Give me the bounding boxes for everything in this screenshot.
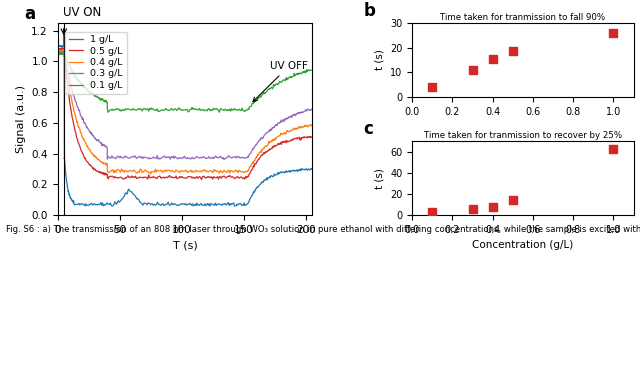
0.1 g/L: [272, 82, 280, 86]
0.4 g/L: [72, 114, 79, 119]
0.5 g/L: [59, 46, 67, 50]
0.3 g/L: [272, 122, 280, 127]
Line: 0.3 g/L: 0.3 g/L: [58, 51, 312, 160]
Point: [427, 209, 437, 215]
0.5 g/L: [54, 46, 61, 51]
1 g/L: [246, 197, 253, 202]
0.4 g/L: [147, 172, 154, 176]
1 g/L: [308, 166, 316, 171]
0.4 g/L: [238, 170, 246, 174]
X-axis label: Concentration (g/L): Concentration (g/L): [472, 240, 573, 250]
0.1 g/L: [60, 50, 68, 55]
0.3 g/L: [248, 148, 256, 152]
0.1 g/L: [308, 68, 316, 72]
0.1 g/L: [104, 110, 112, 114]
0.1 g/L: [261, 91, 269, 96]
1 g/L: [60, 26, 68, 30]
1 g/L: [153, 202, 161, 206]
0.5 g/L: [261, 151, 269, 156]
0.1 g/L: [72, 75, 79, 80]
Point: [467, 67, 477, 73]
1 g/L: [63, 180, 70, 185]
0.4 g/L: [272, 137, 280, 142]
0.5 g/L: [248, 167, 256, 172]
Legend: 1 g/L, 0.5 g/L, 0.4 g/L, 0.3 g/L, 0.1 g/L: 1 g/L, 0.5 g/L, 0.4 g/L, 0.3 g/L, 0.1 g/…: [65, 31, 127, 94]
Y-axis label: Signal (a.u.): Signal (a.u.): [16, 85, 26, 153]
1 g/L: [54, 45, 61, 50]
1 g/L: [57, 44, 65, 48]
0.1 g/L: [256, 94, 264, 99]
0.3 g/L: [60, 49, 68, 53]
0.4 g/L: [248, 161, 256, 166]
Text: UV OFF: UV OFF: [253, 61, 308, 102]
Text: c: c: [364, 120, 373, 138]
Line: 0.1 g/L: 0.1 g/L: [58, 52, 312, 112]
Point: [609, 146, 619, 152]
Point: [508, 197, 518, 204]
Line: 0.5 g/L: 0.5 g/L: [58, 48, 312, 180]
Point: [488, 56, 498, 62]
0.4 g/L: [60, 47, 68, 52]
Title: Time taken for tranmission to recover by 25%: Time taken for tranmission to recover by…: [424, 131, 622, 141]
Point: [427, 84, 437, 90]
0.3 g/L: [256, 138, 264, 142]
0.4 g/L: [308, 122, 316, 127]
0.1 g/L: [54, 51, 61, 55]
Text: b: b: [364, 2, 375, 20]
Line: 0.4 g/L: 0.4 g/L: [58, 50, 312, 174]
0.4 g/L: [54, 48, 61, 53]
1 g/L: [237, 203, 245, 208]
0.5 g/L: [72, 130, 79, 134]
X-axis label: T (s): T (s): [173, 240, 197, 250]
0.5 g/L: [256, 155, 264, 160]
Text: UV ON: UV ON: [63, 6, 101, 19]
0.5 g/L: [308, 135, 316, 140]
0.3 g/L: [238, 155, 246, 160]
Text: Fig. S6 : a) The transmission of an 808 nm laser through WO₃ solution in pure et: Fig. S6 : a) The transmission of an 808 …: [6, 225, 640, 233]
Y-axis label: t (s): t (s): [374, 168, 385, 189]
Line: 1 g/L: 1 g/L: [58, 28, 312, 206]
Point: [609, 30, 619, 36]
0.3 g/L: [72, 99, 79, 104]
0.1 g/L: [238, 106, 246, 111]
Title: Time taken for tranmission to fall 90%: Time taken for tranmission to fall 90%: [440, 13, 605, 22]
0.3 g/L: [308, 108, 316, 112]
0.3 g/L: [54, 50, 61, 55]
1 g/L: [192, 204, 200, 208]
0.3 g/L: [261, 132, 269, 137]
0.5 g/L: [198, 177, 205, 182]
Point: [467, 206, 477, 212]
0.3 g/L: [220, 157, 228, 162]
0.4 g/L: [261, 144, 269, 149]
Text: a: a: [24, 5, 36, 23]
0.1 g/L: [248, 101, 256, 106]
0.5 g/L: [238, 175, 246, 180]
0.4 g/L: [256, 150, 264, 154]
Point: [488, 204, 498, 210]
Point: [508, 48, 518, 55]
1 g/L: [108, 204, 116, 209]
Y-axis label: t (s): t (s): [374, 50, 385, 70]
0.5 g/L: [272, 143, 280, 148]
